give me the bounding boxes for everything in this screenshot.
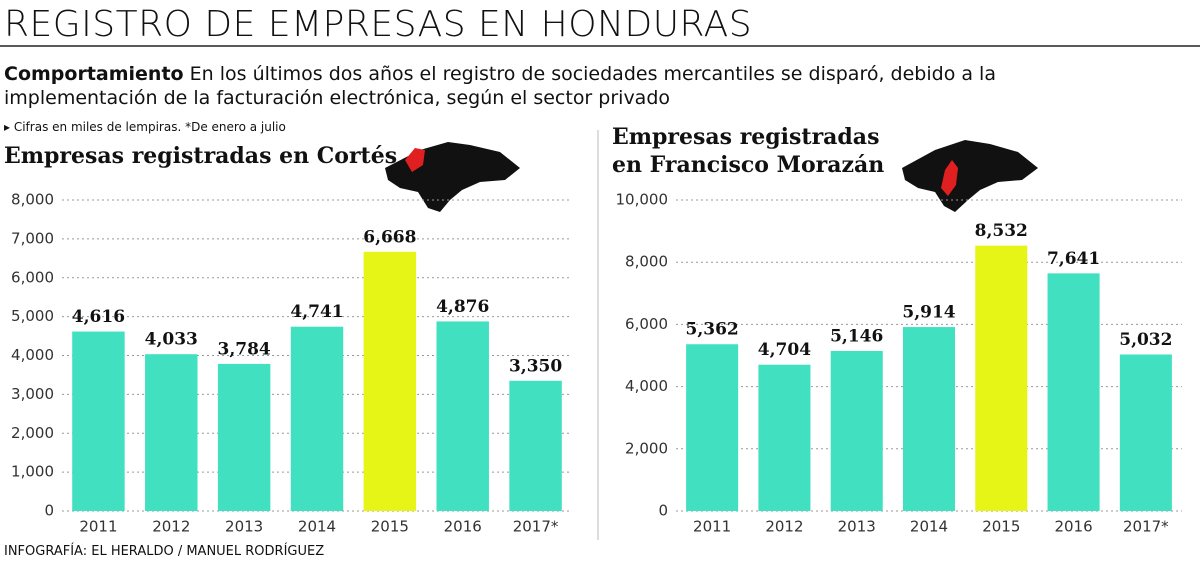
bar bbox=[758, 364, 811, 511]
y-tick-label: 1,000 bbox=[11, 463, 54, 481]
bar bbox=[217, 363, 271, 511]
y-tick-label: 4,000 bbox=[625, 377, 668, 395]
value-label: 6,668 bbox=[363, 227, 416, 247]
y-tick-label: 4,000 bbox=[11, 346, 54, 364]
value-label: 4,616 bbox=[72, 307, 125, 327]
x-tick-label: 2011 bbox=[79, 518, 117, 536]
bar bbox=[363, 251, 417, 511]
map-morazan bbox=[902, 140, 1038, 212]
y-tick-label: 2,000 bbox=[11, 424, 54, 442]
bar bbox=[830, 350, 883, 511]
x-tick-label: 2014 bbox=[910, 518, 948, 536]
lead: Comportamiento En los últimos dos años e… bbox=[4, 62, 996, 110]
y-tick-label: 10,000 bbox=[616, 191, 669, 209]
x-tick-label: 2017* bbox=[1123, 518, 1169, 536]
value-label: 4,033 bbox=[145, 330, 198, 350]
chart-title: en Francisco Morazán bbox=[612, 152, 884, 178]
lead-label: Comportamiento bbox=[4, 63, 184, 85]
y-tick-label: 0 bbox=[658, 502, 668, 520]
chart-title: Empresas registradas en Cortés bbox=[4, 143, 397, 169]
y-tick-label: 6,000 bbox=[625, 315, 668, 333]
bar bbox=[145, 354, 198, 511]
value-label: 4,741 bbox=[290, 302, 343, 322]
page-title: REGISTRO DE EMPRESAS EN HONDURAS bbox=[4, 4, 753, 45]
value-label: 5,032 bbox=[1119, 330, 1172, 350]
map-highlight bbox=[941, 160, 958, 196]
bar bbox=[436, 321, 489, 511]
bar bbox=[72, 331, 125, 511]
note-row: ▸ Cifras en miles de lempiras. *De enero… bbox=[4, 120, 286, 134]
x-tick-label: 2011 bbox=[693, 518, 731, 536]
y-tick-label: 8,000 bbox=[11, 191, 54, 209]
value-label: 5,362 bbox=[686, 320, 739, 340]
x-tick-label: 2016 bbox=[1054, 518, 1092, 536]
lead-text: implementación de la facturación electró… bbox=[4, 87, 671, 109]
bar bbox=[509, 380, 562, 511]
value-label: 5,146 bbox=[830, 326, 883, 346]
x-tick-label: 2012 bbox=[765, 518, 803, 536]
map-highlight bbox=[405, 148, 425, 172]
bar bbox=[686, 344, 739, 511]
y-tick-label: 6,000 bbox=[11, 268, 54, 286]
x-tick-label: 2017* bbox=[513, 518, 559, 536]
value-label: 7,641 bbox=[1047, 249, 1100, 269]
x-tick-label: 2015 bbox=[982, 518, 1020, 536]
y-tick-label: 3,000 bbox=[11, 385, 54, 403]
chart-title: Empresas registradas bbox=[612, 124, 879, 150]
value-label: 8,532 bbox=[975, 221, 1028, 241]
note: Cifras en miles de lempiras. *De enero a… bbox=[13, 120, 286, 134]
bar bbox=[902, 327, 956, 511]
y-tick-label: 7,000 bbox=[11, 229, 54, 247]
bar bbox=[975, 245, 1028, 512]
map-cortes bbox=[385, 142, 520, 212]
lead-text: En los últimos dos años el registro de s… bbox=[189, 63, 996, 85]
y-tick-label: 2,000 bbox=[625, 439, 668, 457]
x-tick-label: 2013 bbox=[225, 518, 263, 536]
bar bbox=[1119, 354, 1172, 511]
credit: INFOGRAFÍA: EL HERALDO / MANUEL RODRÍGUE… bbox=[4, 544, 325, 559]
y-tick-label: 0 bbox=[44, 502, 54, 520]
value-label: 5,914 bbox=[902, 303, 955, 323]
value-label: 4,876 bbox=[436, 297, 489, 317]
x-tick-label: 2012 bbox=[152, 518, 190, 536]
x-tick-label: 2014 bbox=[298, 518, 336, 536]
x-tick-label: 2016 bbox=[444, 518, 482, 536]
y-tick-label: 5,000 bbox=[11, 307, 54, 325]
value-label: 4,704 bbox=[758, 340, 811, 360]
bar bbox=[290, 326, 344, 511]
y-tick-label: 8,000 bbox=[625, 253, 668, 271]
x-tick-label: 2013 bbox=[838, 518, 876, 536]
value-label: 3,784 bbox=[218, 339, 271, 359]
value-label: 3,350 bbox=[509, 356, 562, 376]
bar bbox=[1047, 273, 1100, 511]
x-tick-label: 2015 bbox=[371, 518, 409, 536]
